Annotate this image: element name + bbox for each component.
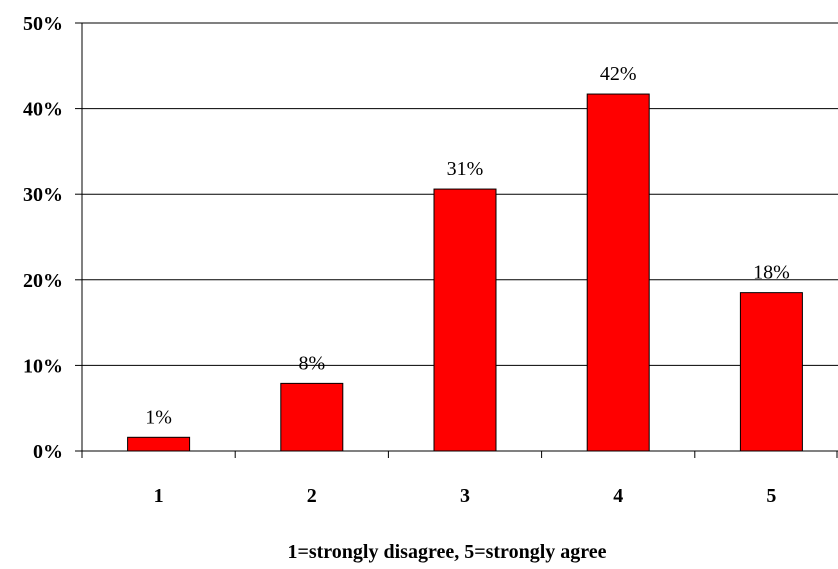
x-tick-label: 5 xyxy=(766,485,776,507)
bars xyxy=(127,93,803,452)
x-tick-label: 3 xyxy=(460,485,470,507)
x-tick-label: 1 xyxy=(154,485,164,507)
axes xyxy=(75,22,838,458)
bar xyxy=(586,93,650,452)
y-tick-label: 10% xyxy=(23,355,63,377)
data-label: 31% xyxy=(447,158,484,180)
y-tick-label: 50% xyxy=(23,13,63,35)
bar xyxy=(280,382,344,452)
x-tick-label: 2 xyxy=(307,485,317,507)
x-axis-title: 1=strongly disagree, 5=strongly agree xyxy=(287,541,606,563)
y-tick-label: 30% xyxy=(23,184,63,206)
data-label: 8% xyxy=(298,352,325,374)
x-tick-label: 4 xyxy=(613,485,623,507)
y-tick-label: 20% xyxy=(23,270,63,292)
data-label: 42% xyxy=(600,63,637,85)
y-tick-label: 40% xyxy=(23,99,63,121)
bar xyxy=(739,292,803,452)
bar xyxy=(433,188,497,452)
data-label: 18% xyxy=(753,262,790,284)
bar xyxy=(127,436,191,452)
data-label: 1% xyxy=(145,406,172,428)
y-tick-label: 0% xyxy=(33,441,63,463)
labels: 0%10%20%30%40%50%1%18%231%342%418%5 xyxy=(23,13,790,507)
